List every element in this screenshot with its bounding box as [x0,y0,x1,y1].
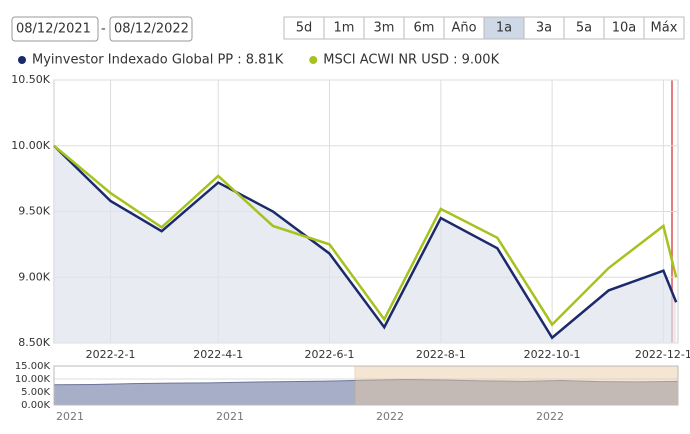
x-tick-label: 2022-8-1 [416,348,466,361]
nav-y-tick-label: 15.00K [15,361,51,372]
series-area [54,145,677,343]
y-tick-label: 8.50K [18,336,50,349]
nav-x-label: 2022 [376,410,404,423]
range-button-label[interactable]: 10a [612,21,637,36]
date-to[interactable]: 08/12/2022 [114,22,189,37]
range-button-label[interactable]: Año [451,21,476,36]
legend-label: MSCI ACWI NR USD : 9.00K [323,53,499,68]
x-tick-label: 2022-6-1 [305,348,355,361]
nav-area [53,379,679,406]
nav-frame [53,365,679,406]
legend-marker [309,56,318,64]
separator: - [101,22,106,37]
nav-y-tick-label: 10.00K [15,374,51,385]
y-tick-label: 9.50K [18,205,50,218]
x-tick-label: 2022-12-1 [635,348,690,361]
y-tick-label: 9.00K [18,270,50,283]
range-button-label[interactable]: Máx [651,21,678,36]
nav-selection[interactable] [354,365,679,406]
series-line [53,144,678,340]
date-input[interactable] [11,16,99,42]
nav-y-tick-label: 5.00K [21,387,50,398]
x-tick-label: 2022-2-1 [86,348,136,361]
legend-marker [18,56,26,64]
range-button-label[interactable]: 5a [576,21,592,36]
range-button-label[interactable]: 6m [414,21,435,36]
nav-x-label: 2021 [216,410,244,423]
legend-label: Myinvestor Indexado Global PP : 8.81K [32,53,284,68]
nav-x-label: 2021 [56,410,84,423]
x-tick-label: 2022-4-1 [193,348,243,361]
y-tick-label: 10.00K [11,139,50,152]
y-tick-label: 10.50K [11,73,50,86]
series-line [53,144,678,327]
date-input[interactable] [109,16,193,42]
range-button-label[interactable]: 3m [374,21,395,36]
range-button-label[interactable]: 1m [334,21,355,36]
date-from[interactable]: 08/12/2021 [16,22,91,37]
x-tick-label: 2022-10-1 [524,348,581,361]
range-button[interactable] [643,16,685,40]
nav-y-tick-label: 0.00K [21,400,50,411]
nav-x-label: 2022 [536,410,564,423]
range-button-label[interactable]: 5d [296,21,313,36]
range-button-label[interactable]: 3a [536,21,552,36]
range-button-label[interactable]: 1a [496,21,512,36]
